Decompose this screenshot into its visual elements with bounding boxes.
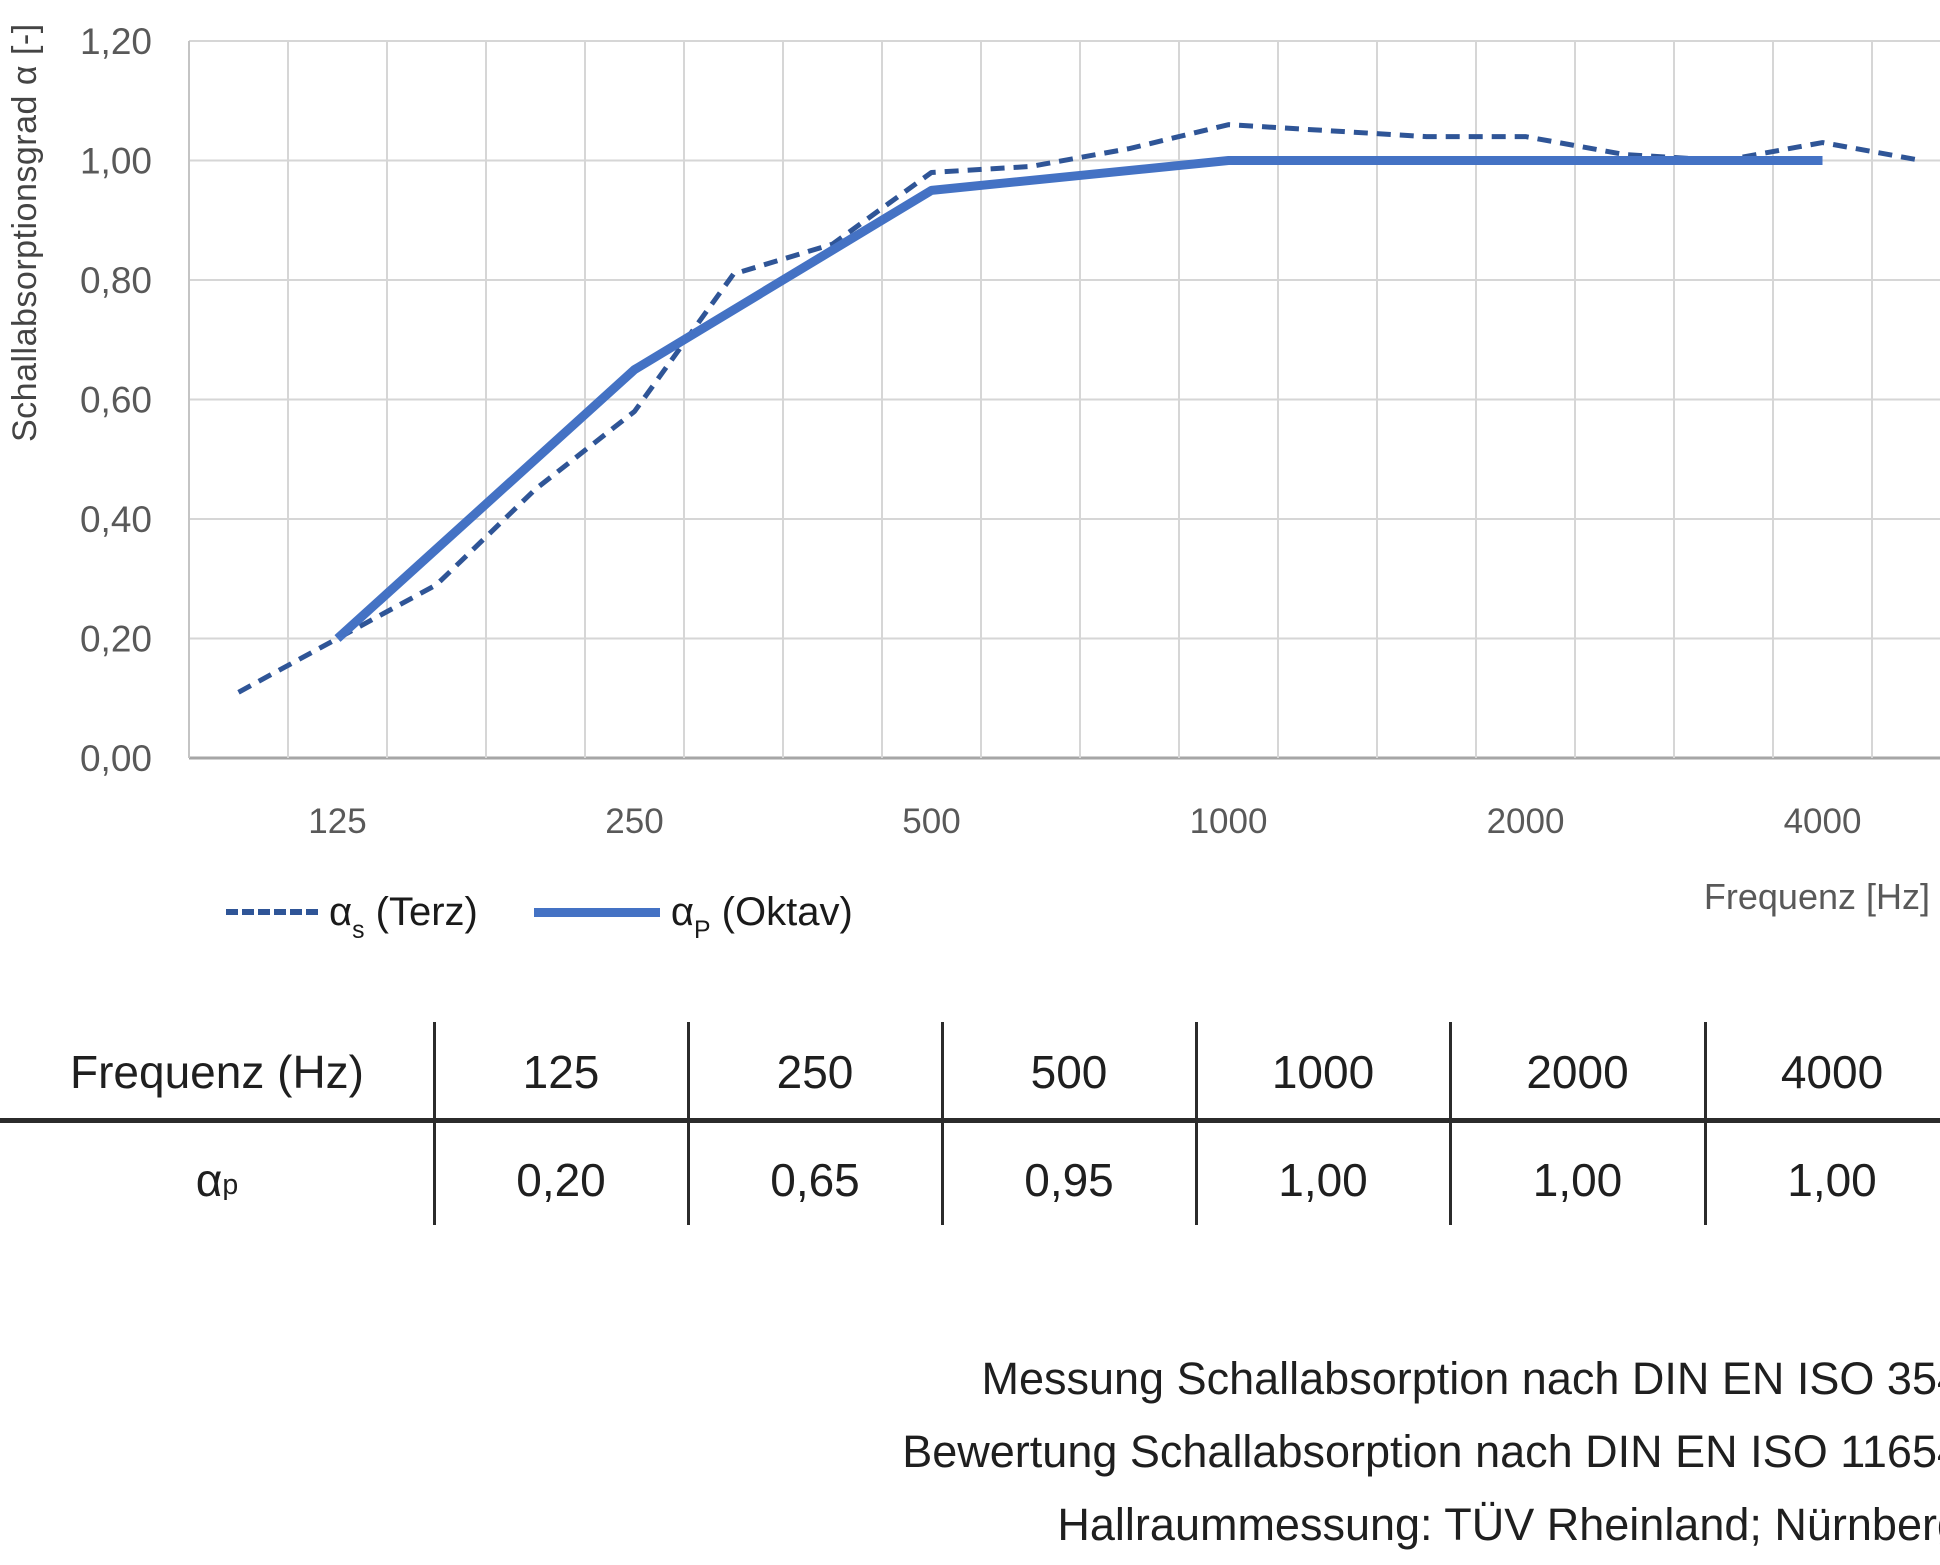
x-tick-label: 500 xyxy=(902,802,960,841)
table-divider xyxy=(433,1022,436,1225)
oktav-solid-line-sample xyxy=(533,907,660,917)
y-tick-label: 0,20 xyxy=(80,619,152,660)
chart-legend: αs (Terz) αP (Oktav) xyxy=(226,884,853,943)
x-tick-label: 4000 xyxy=(1784,802,1862,841)
alpha-subscript: s xyxy=(352,916,365,944)
x-tick-label: 1000 xyxy=(1190,802,1268,841)
table-header-125: 125 xyxy=(522,1046,600,1098)
table-header-4000: 4000 xyxy=(1780,1046,1884,1098)
series-terz-line xyxy=(237,122,1922,695)
series-oktav-line xyxy=(334,156,1823,642)
table-divider xyxy=(687,1022,690,1225)
table-header-250: 250 xyxy=(776,1046,854,1098)
alpha-symbol: α xyxy=(670,889,694,934)
note-line-3: Hallraummessung: TÜV Rheinland; Nürnberg xyxy=(1057,1499,1940,1550)
table-value-1000: 1,00 xyxy=(1278,1154,1368,1206)
alpha-subscript: P xyxy=(693,916,711,944)
table-divider xyxy=(941,1022,944,1225)
legend-label-terz-text: (Terz) xyxy=(364,889,478,934)
table-header-1000: 1000 xyxy=(1271,1046,1375,1098)
y-tick-label: 1,20 xyxy=(80,21,152,62)
y-axis-title: Schallabsorptionsgrad α [-] xyxy=(6,23,44,442)
table-value-4000: 1,00 xyxy=(1787,1154,1877,1206)
table-value-2000: 1,00 xyxy=(1532,1154,1623,1206)
terz-dashed-line-sample xyxy=(226,909,318,915)
table-horizontal-rule xyxy=(0,1118,1940,1123)
x-axis-title: Frequenz [Hz] xyxy=(1703,876,1930,917)
note-line-2: Bewertung Schallabsorption nach DIN EN I… xyxy=(902,1426,1940,1477)
x-tick-label: 125 xyxy=(308,802,366,841)
legend-label-oktav-text: (Oktav) xyxy=(710,889,853,934)
measurement-notes: Messung Schallabsorption nach DIN EN ISO… xyxy=(902,1342,1940,1561)
table-value-250: 0,65 xyxy=(770,1154,860,1206)
table-divider xyxy=(1704,1022,1707,1225)
table-value-125: 0,20 xyxy=(516,1154,606,1206)
note-line-1: Messung Schallabsorption nach DIN EN ISO… xyxy=(981,1353,1940,1404)
table-divider xyxy=(1195,1022,1198,1225)
legend-label-oktav: αP (Oktav) xyxy=(670,889,853,943)
alpha-symbol: α xyxy=(195,1154,223,1206)
x-tick-label: 2000 xyxy=(1487,802,1565,841)
absorption-chart: 0,00 0,20 0,40 0,60 0,80 1,00 1,20 125 250 500 100… xyxy=(80,21,1940,841)
y-tick-label: 0,80 xyxy=(80,260,152,301)
legend-label-terz: αs (Terz) xyxy=(329,889,478,943)
table-header-500: 500 xyxy=(1030,1046,1108,1098)
y-tick-label: 0,40 xyxy=(80,499,152,540)
y-tick-label: 0,00 xyxy=(80,738,152,779)
table-divider xyxy=(1449,1022,1452,1225)
y-tick-label: 0,60 xyxy=(80,380,152,421)
x-tick-label: 250 xyxy=(605,802,663,841)
table-value-500: 0,95 xyxy=(1024,1154,1114,1206)
y-tick-label: 1,00 xyxy=(80,141,152,182)
table-header-frequency: Frequenz (Hz) xyxy=(70,1046,364,1098)
alpha-symbol: α xyxy=(329,889,353,934)
table-header-2000: 2000 xyxy=(1526,1046,1629,1098)
